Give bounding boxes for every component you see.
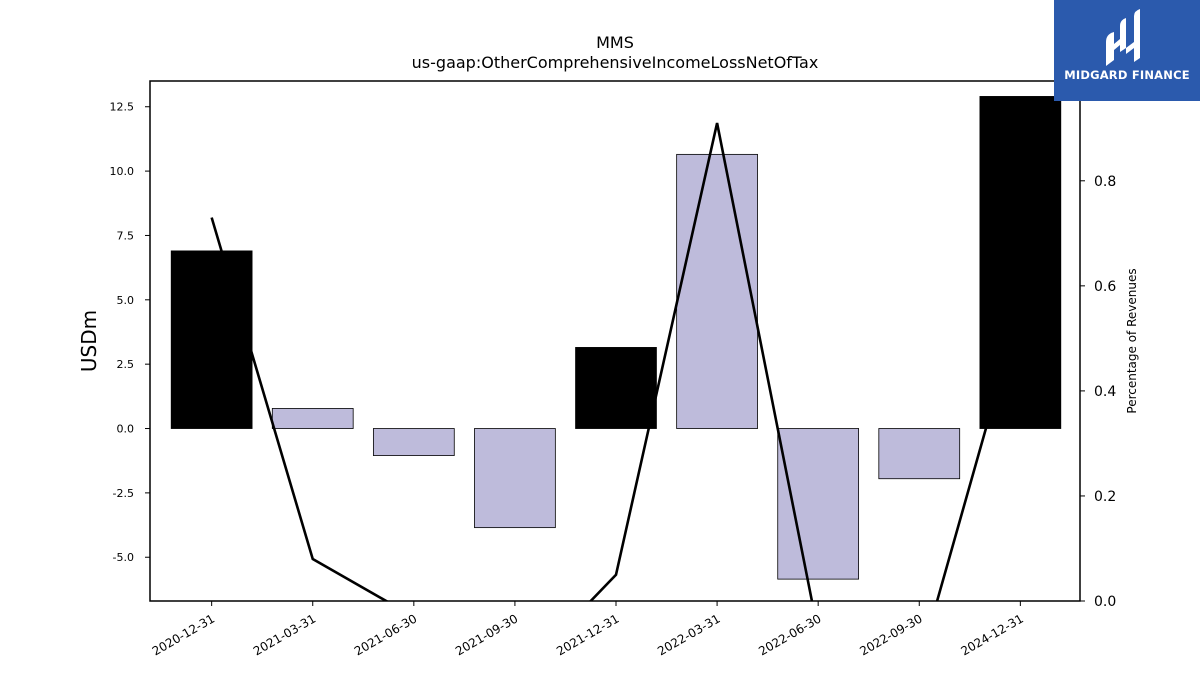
right-axis: 0.0 0.2 0.4 0.6 0.8 (1080, 174, 1116, 610)
bar (474, 428, 556, 529)
y-tick-label: 12.5 (110, 101, 135, 114)
y-tick-label: -5.0 (113, 551, 134, 564)
y2-tick-label: 0.4 (1094, 384, 1116, 400)
x-tick-label: 2021-06-30 (352, 611, 419, 658)
y-axis-label: USDm (77, 310, 101, 372)
bar (979, 96, 1062, 429)
x-tick-label: 2022-03-31 (655, 611, 722, 658)
x-tick-label: 2022-09-30 (857, 611, 924, 658)
chart-subtitle: us-gaap:OtherComprehensiveIncomeLossNetO… (412, 53, 819, 72)
y2-axis-label: Percentage of Revenues (1125, 268, 1139, 413)
y-tick-label: 5.0 (117, 294, 135, 307)
bar (575, 347, 657, 429)
y-tick-label: 0.0 (117, 423, 135, 436)
y-tick-label: 10.0 (110, 165, 135, 178)
plot-frame (149, 80, 1081, 602)
bars-layer (170, 96, 1062, 580)
y-tick-label: 2.5 (117, 358, 135, 371)
y-tick-label: -2.5 (113, 487, 134, 500)
left-axis: -5.0 -2.5 0.0 2.5 5.0 7.5 10.0 12.5 (110, 101, 150, 564)
bar (170, 250, 253, 429)
x-axis: 2020-12-31 2021-03-31 2021-06-30 2021-09-30… (150, 601, 1026, 658)
x-tick-label: 2021-12-31 (554, 611, 621, 658)
y2-tick-label: 0.8 (1094, 174, 1116, 190)
x-tick-label: 2020-12-31 (150, 611, 217, 658)
x-tick-label: 2022-06-30 (756, 611, 823, 658)
line-layer (210, 122, 1022, 601)
y-tick-label: 7.5 (117, 229, 135, 242)
y2-tick-label: 0.6 (1094, 279, 1116, 295)
x-tick-label: 2024-12-31 (958, 611, 1025, 658)
bar (372, 428, 455, 456)
bar (878, 428, 961, 480)
bar (271, 408, 354, 429)
y2-tick-label: 0.0 (1094, 594, 1116, 610)
y2-tick-label: 0.2 (1094, 489, 1116, 505)
brand-logo: MIDGARD FINANCE (1054, 0, 1200, 101)
x-tick-label: 2021-03-31 (251, 611, 318, 658)
series-line (210, 122, 1022, 601)
bar (676, 153, 758, 429)
chart-title: MMS (596, 33, 634, 52)
bar (777, 428, 860, 580)
brand-name: MIDGARD FINANCE (1064, 68, 1190, 82)
brand-logo-mark-icon (1106, 9, 1140, 66)
x-tick-label: 2021-09-30 (453, 611, 520, 658)
